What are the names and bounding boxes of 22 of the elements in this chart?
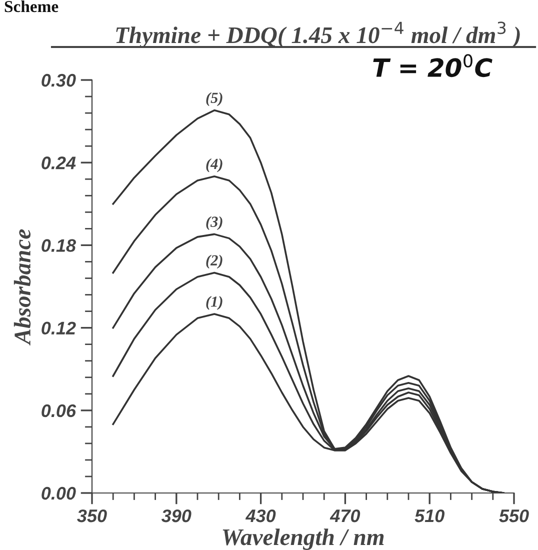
series-label: (5) [206, 92, 222, 106]
y-tick-label: 0.00 [42, 486, 76, 500]
series-label: (2) [206, 254, 222, 269]
x-axis-title: Wavelength / nm [222, 528, 384, 550]
y-tick-label: 0.24 [42, 156, 76, 170]
y-tick-label: 0.06 [42, 404, 76, 418]
x-tick-label: 350 [77, 509, 107, 522]
series-label: (4) [206, 158, 222, 172]
text: T = 20$^{0}$C [373, 54, 492, 78]
series-label: (3) [206, 216, 222, 230]
text: Scheme [4, 0, 58, 12]
y-tick-label: 0.30 [42, 74, 76, 87]
x-tick-label: 550 [499, 509, 529, 522]
y-tick-label: 0.12 [42, 322, 76, 335]
chart-title: Thymine + DDQ( 1.45 x 10$^{−4}$ mol / dm$^{3}$ ) [116, 22, 520, 48]
series-label: (1) [206, 296, 222, 310]
x-tick-label: 390 [161, 509, 192, 522]
x-tick-label: 430 [245, 509, 276, 522]
y-axis-title: Absorbance [14, 229, 31, 346]
y-tick-label: 0.18 [42, 239, 76, 252]
x-tick-label: 510 [414, 509, 444, 522]
x-tick-label: 470 [330, 509, 360, 522]
